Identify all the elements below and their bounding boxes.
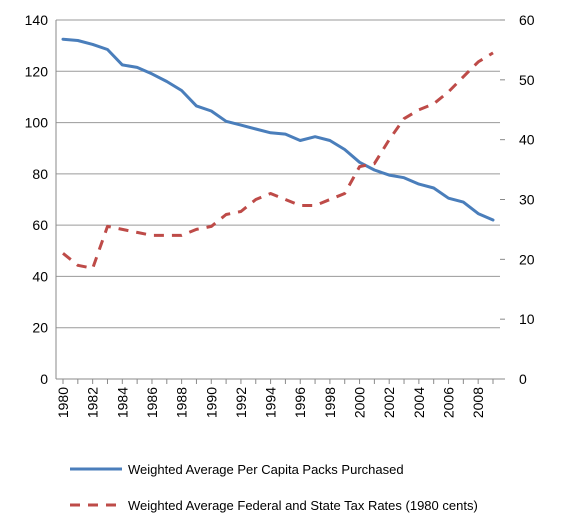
y-right-tick-label: 30	[519, 192, 535, 208]
y-right-tick-label: 60	[519, 12, 535, 28]
y-right-tick-label: 0	[519, 371, 527, 387]
x-tick-label: 2008	[470, 387, 486, 418]
series-line-packs	[61, 37, 495, 222]
x-tick-label: 1988	[174, 387, 190, 418]
y-left-tick-label: 40	[32, 268, 48, 284]
x-tick-label: 1992	[233, 387, 249, 418]
y-left-tick-label: 140	[25, 12, 49, 28]
y-left-tick-label: 0	[40, 371, 48, 387]
x-tick-label: 1990	[203, 387, 219, 418]
x-tick-label: 1984	[114, 387, 130, 418]
left-axis-ticks: 0 20 40 60 80 100 120 140	[25, 12, 49, 387]
x-tick-label: 1996	[292, 387, 308, 418]
right-axis-ticks: 0 10 20 30 40 50 60	[500, 12, 535, 387]
x-tick-label: 2006	[441, 387, 457, 418]
x-tick-label: 1998	[322, 387, 338, 418]
y-right-tick-label: 40	[519, 132, 535, 148]
y-right-tick-label: 10	[519, 311, 535, 327]
legend: Weighted Average Per Capita Packs Purcha…	[70, 462, 478, 513]
x-tick-label: 2004	[411, 387, 427, 418]
y-left-tick-label: 80	[32, 166, 48, 182]
y-right-tick-label: 20	[519, 251, 535, 267]
x-tick-label: 1980	[55, 387, 71, 418]
legend-label-tax: Weighted Average Federal and State Tax R…	[128, 498, 478, 513]
y-left-tick-label: 120	[25, 63, 49, 79]
x-tick-label: 1986	[144, 387, 160, 418]
y-left-tick-label: 100	[25, 115, 49, 131]
y-left-tick-label: 60	[32, 217, 48, 233]
series-layer	[61, 37, 495, 270]
x-tick-label: 1982	[85, 387, 101, 418]
y-left-tick-label: 20	[32, 320, 48, 336]
series-line-tax	[62, 51, 494, 270]
x-tick-label: 2002	[381, 387, 397, 418]
y-right-tick-label: 50	[519, 72, 535, 88]
x-tick-label: 1994	[263, 387, 279, 418]
legend-label-packs: Weighted Average Per Capita Packs Purcha…	[128, 462, 404, 477]
gridlines	[55, 19, 500, 380]
x-axis-ticks: 1980 1982 1984 1986 1988 1990 1992 1994 1996 1998…	[55, 379, 494, 418]
x-tick-label: 2000	[352, 387, 368, 418]
